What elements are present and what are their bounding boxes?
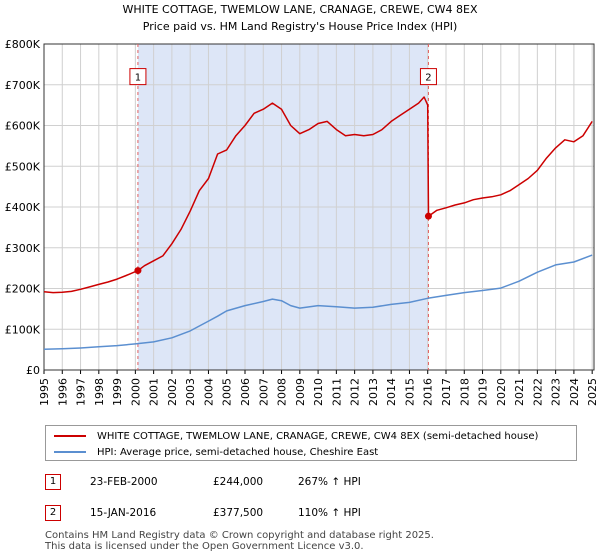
plot-frame (43, 43, 595, 371)
legend: WHITE COTTAGE, TWEMLOW LANE, CRANAGE, CR… (45, 425, 577, 461)
sale-point-2 (424, 212, 432, 220)
sale-price-2: £377,500 (213, 507, 264, 519)
y-tick-label: £700K (5, 79, 41, 92)
x-tick-label: 2009 (294, 378, 307, 406)
x-tick-label: 1997 (75, 378, 88, 406)
x-tick-label: 2021 (513, 378, 526, 406)
x-tick-label: 1999 (111, 378, 124, 406)
x-tick-label: 2004 (202, 378, 215, 406)
sale-date-1: 23-FEB-2000 (90, 476, 158, 488)
x-tick-label: 2023 (550, 378, 563, 406)
x-tick-label: 2012 (349, 378, 362, 406)
sale-hpi-1: 267% ↑ HPI (298, 476, 361, 488)
sale-annotation-box-1 (129, 68, 147, 86)
legend-label-property: WHITE COTTAGE, TWEMLOW LANE, CRANAGE, CR… (97, 430, 539, 442)
x-tick-label: 2022 (531, 378, 544, 406)
legend-swatch-property (54, 435, 86, 437)
x-tick-label: 2014 (385, 378, 398, 406)
x-tick-label: 2010 (312, 378, 325, 406)
x-tick-label: 1998 (93, 378, 106, 406)
x-tick-label: 1996 (56, 378, 69, 406)
sale-badge-1: 1 (45, 474, 61, 490)
sale-badge-2: 2 (45, 505, 61, 521)
sale-annotation-box-2 (419, 68, 437, 86)
y-tick-label: £300K (5, 242, 41, 255)
chart-subtitle: Price paid vs. HM Land Registry's House … (143, 20, 458, 33)
x-tick-label: 2017 (440, 378, 453, 406)
y-tick-label: £400K (5, 201, 41, 214)
legend-label-hpi: HPI: Average price, semi-detached house,… (97, 446, 379, 458)
x-tick-label: 2016 (422, 378, 435, 406)
x-tick-label: 2007 (257, 378, 270, 406)
series-line-hpi (43, 254, 593, 350)
chart-title: WHITE COTTAGE, TWEMLOW LANE, CRANAGE, CR… (122, 3, 477, 16)
x-tick-label: 2003 (184, 378, 197, 406)
x-tick-label: 1995 (38, 378, 51, 406)
x-tick-label: 2020 (495, 378, 508, 406)
footer-copyright: Contains HM Land Registry data © Crown c… (45, 530, 434, 541)
y-tick-label: £0 (26, 364, 40, 377)
y-tick-label: £600K (5, 120, 41, 133)
sale-annotation-label-1: 1 (135, 73, 141, 84)
price-chart: WHITE COTTAGE, TWEMLOW LANE, CRANAGE, CR… (5, 3, 599, 406)
x-tick-label: 2000 (129, 378, 142, 406)
legend-item-property: WHITE COTTAGE, TWEMLOW LANE, CRANAGE, CR… (54, 428, 538, 444)
x-tick-label: 2011 (330, 378, 343, 406)
legend-swatch-hpi (54, 451, 86, 453)
sale-hpi-2: 110% ↑ HPI (298, 507, 361, 519)
footer: Contains HM Land Registry data © Crown c… (45, 530, 434, 552)
x-tick-label: 2002 (166, 378, 179, 406)
x-tick-label: 2013 (367, 378, 380, 406)
sale-price-1: £244,000 (213, 476, 264, 488)
x-tick-label: 2024 (568, 378, 581, 406)
x-tick-label: 2019 (477, 378, 490, 406)
sale-annotation-label-2: 2 (425, 73, 431, 84)
y-tick-label: £800K (5, 38, 41, 51)
x-tick-label: 2008 (276, 378, 289, 406)
y-tick-label: £100K (5, 323, 41, 336)
x-tick-label: 2006 (239, 378, 252, 406)
footer-licence: This data is licensed under the Open Gov… (45, 541, 364, 552)
y-tick-label: £200K (5, 283, 41, 296)
sale-point-1 (134, 267, 142, 275)
x-tick-label: 2005 (221, 378, 234, 406)
x-tick-label: 2015 (403, 378, 416, 406)
x-tick-label: 2001 (148, 378, 161, 406)
x-tick-label: 2025 (586, 378, 599, 406)
legend-item-hpi: HPI: Average price, semi-detached house,… (54, 444, 378, 460)
y-tick-label: £500K (5, 160, 41, 173)
sale-date-2: 15-JAN-2016 (90, 507, 157, 519)
x-tick-label: 2018 (458, 378, 471, 406)
